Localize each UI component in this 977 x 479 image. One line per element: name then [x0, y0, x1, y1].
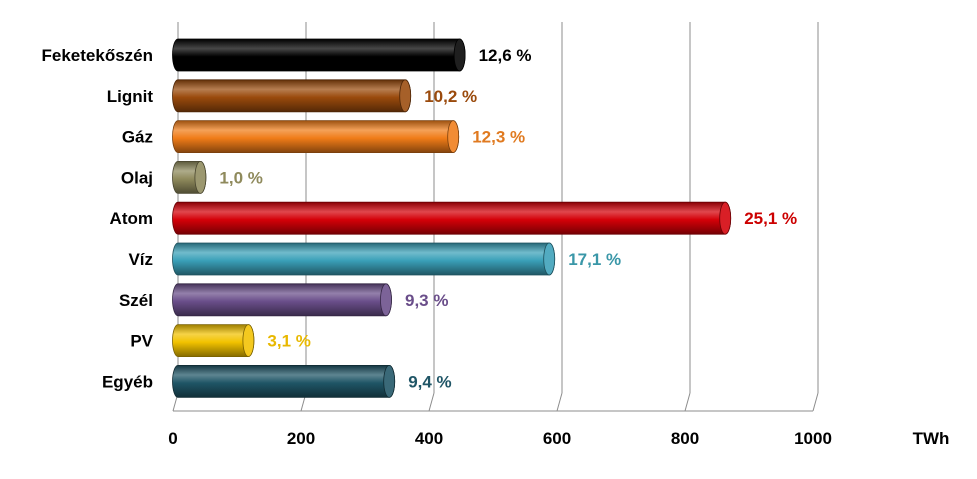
x-tick-label: 400: [415, 429, 443, 448]
y-category-label: Egyéb: [102, 372, 153, 391]
y-category-label: Víz: [128, 250, 153, 269]
y-category-label: Atom: [110, 209, 153, 228]
gridline-floor: [428, 392, 435, 412]
bar: [172, 242, 556, 276]
bar: [172, 201, 732, 235]
bar: [172, 120, 460, 153]
gridline-floor: [812, 392, 819, 412]
bar: [172, 283, 392, 317]
y-category-label: Gáz: [122, 128, 153, 147]
bar-end-cap: [447, 120, 460, 154]
labels: 0 200 400 600 800 1000 TWh Feketekőszén 12,6 % Li…: [42, 46, 950, 448]
data-label: 17,1 %: [568, 250, 621, 269]
bar-end-cap: [453, 38, 466, 72]
bar: [172, 79, 412, 113]
bar-end-cap: [242, 324, 255, 358]
data-label: 25,1 %: [744, 209, 797, 228]
data-label: 1,0 %: [219, 168, 262, 187]
data-label: 12,6 %: [479, 46, 532, 65]
data-label: 9,4 %: [408, 372, 451, 391]
data-label: 9,3 %: [405, 291, 448, 310]
x-tick-label: 600: [543, 429, 571, 448]
x-tick-label: 800: [671, 429, 699, 448]
bar: [172, 38, 466, 72]
x-tick-label: 0: [168, 429, 177, 448]
x-tick-label: 200: [287, 429, 315, 448]
bar-end-cap: [399, 79, 412, 113]
x-tick-label: 1000: [794, 429, 832, 448]
bar-end-cap: [194, 160, 207, 194]
bar: [172, 324, 255, 357]
bars: [172, 38, 732, 398]
data-label: 12,3 %: [472, 128, 525, 147]
gridline-floor: [684, 392, 691, 412]
bar-end-cap: [719, 201, 732, 235]
bar-end-cap: [543, 242, 556, 276]
data-label: 10,2 %: [424, 87, 477, 106]
y-category-label: Feketekőszén: [42, 46, 154, 65]
bar: [172, 365, 396, 398]
y-category-label: Olaj: [121, 168, 153, 187]
y-category-label: PV: [130, 332, 153, 351]
y-category-label: Szél: [119, 291, 153, 310]
x-unit-label: TWh: [913, 429, 950, 448]
data-label: 3,1 %: [267, 332, 310, 351]
gridline-floor: [556, 392, 563, 412]
y-category-label: Lignit: [107, 87, 154, 106]
bar-end-cap: [383, 364, 396, 398]
bar-end-cap: [380, 283, 392, 317]
